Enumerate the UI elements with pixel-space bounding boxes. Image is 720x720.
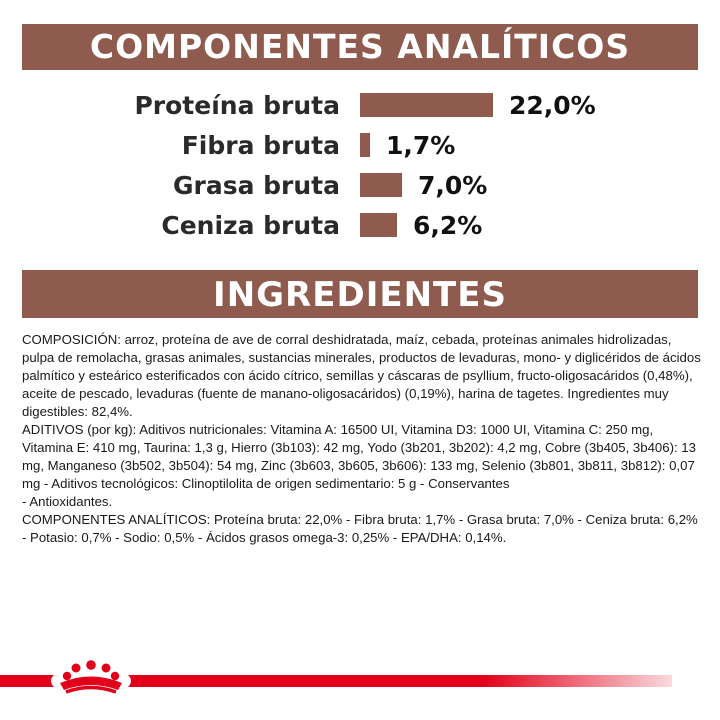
analytics-bar <box>360 93 493 117</box>
analytics-chart: Proteína bruta 22,0% Fibra bruta 1,7% Gr… <box>0 86 720 246</box>
analytics-value: 6,2% <box>413 211 483 240</box>
analytics-label: Proteína bruta <box>134 91 340 120</box>
royal-canin-crown-icon <box>51 660 131 697</box>
analytics-label: Fibra bruta <box>181 131 340 160</box>
analytics-bar <box>360 133 370 157</box>
analytics-row-fibre: Fibra bruta 1,7% <box>0 126 720 166</box>
analytics-value: 22,0% <box>509 91 596 120</box>
analytics-row-fat: Grasa bruta 7,0% <box>0 166 720 206</box>
analytics-value: 7,0% <box>418 171 488 200</box>
antioxidants-paragraph: - Antioxidantes. <box>22 494 113 509</box>
composition-paragraph: COMPOSICIÓN: arroz, proteína de ave de c… <box>22 332 701 419</box>
footer <box>0 652 720 720</box>
additives-paragraph: ADITIVOS (por kg): Aditivos nutricionale… <box>22 422 696 491</box>
ingredients-heading: INGREDIENTES <box>22 270 698 318</box>
analytics-row-protein: Proteína bruta 22,0% <box>0 86 720 126</box>
analytics-bar <box>360 173 402 197</box>
analytics-label: Grasa bruta <box>172 171 340 200</box>
analytics-heading: COMPONENTES ANALÍTICOS <box>22 24 698 70</box>
ingredients-text: COMPOSICIÓN: arroz, proteína de ave de c… <box>22 331 702 547</box>
analytics-value: 1,7% <box>386 131 456 160</box>
analytics-bar <box>360 213 397 237</box>
analytics-label: Ceniza bruta <box>161 211 340 240</box>
analytical-paragraph: COMPONENTES ANALÍTICOS: Proteína bruta: … <box>22 512 698 545</box>
brand-stripe <box>0 675 672 687</box>
analytics-row-ash: Ceniza bruta 6,2% <box>0 206 720 246</box>
